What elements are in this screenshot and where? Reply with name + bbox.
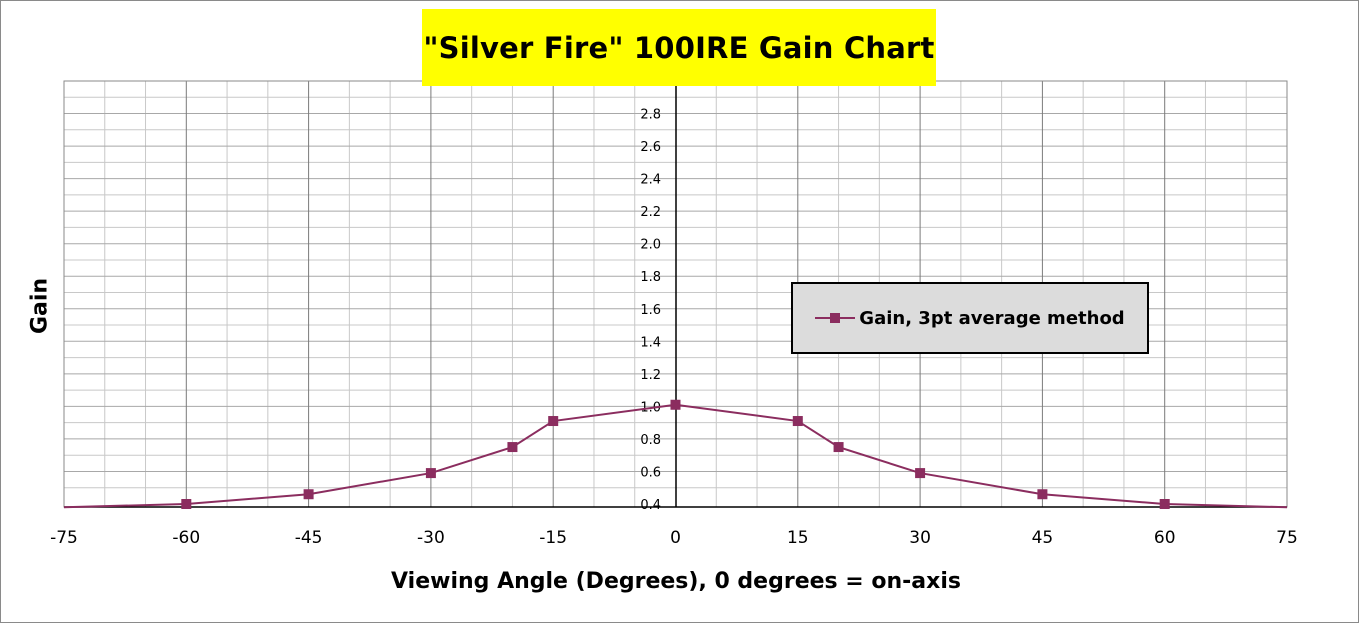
legend-series-label: Gain, 3pt average method — [859, 307, 1125, 329]
x-tick-label: 30 — [909, 528, 931, 548]
chart-title: "Silver Fire" 100IRE Gain Chart — [423, 30, 935, 65]
x-tick-label: -15 — [539, 528, 567, 548]
data-point-marker — [833, 442, 844, 453]
y-tick-label: 2.2 — [640, 205, 661, 220]
y-tick-label: 1.6 — [640, 303, 661, 318]
y-tick-label: 0.6 — [640, 465, 661, 480]
y-tick-label: 1.2 — [640, 368, 661, 383]
x-tick-label: -75 — [50, 528, 78, 548]
y-axis-label: Gain — [27, 277, 53, 335]
data-point-marker — [507, 442, 518, 453]
data-point-marker — [425, 468, 436, 479]
x-tick-label: -45 — [295, 528, 323, 548]
data-point-marker — [303, 489, 314, 500]
x-tick-label: 45 — [1032, 528, 1054, 548]
legend: Gain, 3pt average method — [791, 282, 1149, 354]
data-point-marker — [670, 399, 681, 410]
data-point-marker — [915, 468, 926, 479]
y-tick-label: 1.8 — [640, 270, 661, 285]
legend-series-marker-icon — [815, 311, 856, 325]
x-tick-label: 15 — [787, 528, 809, 548]
data-point-marker — [1037, 489, 1048, 500]
data-point-marker — [792, 416, 803, 427]
x-tick-label: 0 — [670, 528, 681, 548]
y-tick-label: 2.0 — [640, 238, 661, 253]
x-axis-label: Viewing Angle (Degrees), 0 degrees = on-… — [391, 569, 961, 594]
y-tick-label: 2.8 — [640, 108, 661, 123]
y-tick-label: 2.6 — [640, 140, 661, 155]
data-point-marker — [1159, 499, 1170, 509]
y-tick-label: 0.4 — [640, 498, 661, 513]
x-tick-label: -30 — [417, 528, 445, 548]
x-tick-label: -60 — [172, 528, 200, 548]
chart-title-box: "Silver Fire" 100IRE Gain Chart — [422, 9, 936, 86]
data-point-marker — [548, 416, 559, 427]
y-tick-label: 1.4 — [640, 335, 661, 350]
y-tick-label: 0.8 — [640, 433, 661, 448]
y-tick-label: 2.4 — [640, 173, 661, 188]
data-point-marker — [181, 499, 192, 509]
x-tick-label: 60 — [1154, 528, 1176, 548]
x-tick-label: 75 — [1276, 528, 1298, 548]
